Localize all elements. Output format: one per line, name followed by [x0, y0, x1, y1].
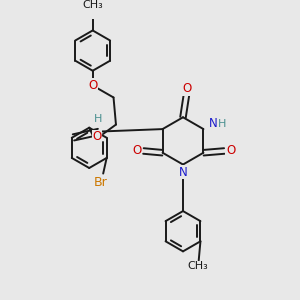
Text: H: H [218, 119, 227, 129]
Text: Br: Br [94, 176, 108, 189]
Text: O: O [226, 145, 235, 158]
Text: O: O [133, 145, 142, 158]
Text: N: N [209, 117, 218, 130]
Text: CH₃: CH₃ [187, 261, 208, 271]
Text: O: O [92, 130, 101, 143]
Text: O: O [182, 82, 192, 95]
Text: N: N [178, 166, 188, 179]
Text: O: O [88, 79, 97, 92]
Text: CH₃: CH₃ [82, 0, 103, 11]
Text: H: H [94, 114, 103, 124]
